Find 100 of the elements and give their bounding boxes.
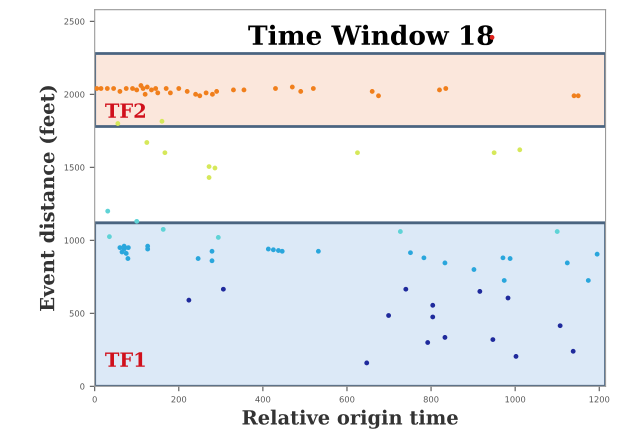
point bbox=[430, 302, 436, 308]
point bbox=[492, 150, 497, 156]
point bbox=[376, 93, 381, 98]
point bbox=[210, 258, 214, 264]
point bbox=[144, 140, 150, 145]
point bbox=[442, 335, 448, 340]
point bbox=[210, 92, 215, 97]
point bbox=[290, 84, 295, 90]
point bbox=[266, 246, 271, 252]
point bbox=[214, 89, 220, 94]
y-tick-label: 1500 bbox=[64, 164, 84, 171]
band-label: TF1 bbox=[105, 352, 145, 367]
x-axis-title: Relative origin time bbox=[242, 410, 458, 429]
point bbox=[130, 86, 135, 91]
point bbox=[184, 89, 190, 94]
point bbox=[111, 86, 116, 91]
point bbox=[160, 226, 166, 232]
point bbox=[210, 248, 214, 254]
point bbox=[204, 90, 209, 96]
point bbox=[140, 86, 146, 91]
point bbox=[98, 86, 104, 91]
point bbox=[576, 93, 581, 98]
y-tick-label: 2500 bbox=[64, 18, 84, 25]
point bbox=[310, 86, 316, 91]
point bbox=[386, 313, 392, 318]
x-tick-label: 600 bbox=[340, 396, 354, 402]
point bbox=[508, 256, 513, 261]
point bbox=[280, 248, 285, 254]
point bbox=[144, 84, 150, 90]
point bbox=[124, 86, 129, 91]
point bbox=[437, 88, 442, 92]
point bbox=[370, 89, 375, 94]
point bbox=[425, 340, 430, 345]
x-tick-label: 1200 bbox=[590, 396, 610, 402]
point bbox=[586, 278, 591, 283]
point bbox=[554, 229, 560, 234]
chart-title: Time Window 18 bbox=[248, 24, 494, 46]
point bbox=[355, 150, 360, 156]
point bbox=[298, 89, 304, 94]
point bbox=[572, 93, 576, 98]
point bbox=[502, 278, 507, 283]
point bbox=[186, 298, 192, 303]
point bbox=[124, 251, 129, 256]
point bbox=[216, 235, 221, 240]
point bbox=[94, 86, 100, 91]
x-tick-label: 800 bbox=[424, 396, 438, 402]
x-tick-label: 200 bbox=[171, 396, 186, 402]
point bbox=[398, 229, 403, 234]
point bbox=[443, 86, 448, 91]
y-axis-title: Event distance (feet) bbox=[39, 86, 58, 311]
point bbox=[206, 164, 212, 170]
point bbox=[206, 175, 212, 180]
point bbox=[472, 267, 476, 272]
y-tick-label: 2000 bbox=[64, 91, 84, 98]
point bbox=[176, 86, 182, 91]
point bbox=[477, 289, 482, 294]
point bbox=[142, 92, 148, 97]
point bbox=[442, 260, 448, 266]
y-tick-label: 500 bbox=[70, 310, 84, 317]
point bbox=[408, 250, 413, 256]
x-tick-label: 400 bbox=[255, 396, 270, 402]
x-tick-label: 0 bbox=[92, 396, 97, 402]
point bbox=[134, 218, 140, 224]
point bbox=[517, 147, 522, 152]
point bbox=[500, 255, 506, 260]
point bbox=[220, 286, 226, 292]
x-tick-label: 1000 bbox=[505, 396, 526, 402]
point bbox=[107, 234, 112, 240]
point bbox=[273, 86, 278, 91]
point bbox=[126, 256, 130, 261]
point bbox=[126, 245, 131, 250]
point bbox=[506, 296, 510, 300]
point bbox=[422, 255, 426, 260]
point bbox=[104, 86, 110, 91]
point bbox=[364, 360, 370, 366]
point bbox=[193, 92, 198, 97]
point bbox=[168, 90, 173, 96]
point bbox=[134, 88, 140, 92]
point bbox=[514, 354, 518, 359]
point bbox=[153, 86, 158, 91]
y-tick-label: 0 bbox=[80, 383, 84, 390]
y-tick-label: 1000 bbox=[64, 237, 84, 244]
point bbox=[118, 245, 122, 250]
point bbox=[162, 150, 168, 156]
point bbox=[570, 348, 576, 354]
band-label: TF2 bbox=[105, 103, 145, 118]
point bbox=[403, 286, 408, 292]
point bbox=[242, 88, 246, 92]
point bbox=[558, 323, 563, 328]
point bbox=[164, 86, 169, 91]
point bbox=[105, 208, 110, 214]
point bbox=[430, 314, 436, 320]
point bbox=[155, 90, 160, 96]
point bbox=[118, 89, 122, 94]
point bbox=[115, 121, 120, 126]
point bbox=[231, 88, 236, 92]
point bbox=[197, 93, 202, 98]
point bbox=[160, 118, 164, 124]
point bbox=[149, 88, 154, 92]
point bbox=[212, 166, 218, 170]
